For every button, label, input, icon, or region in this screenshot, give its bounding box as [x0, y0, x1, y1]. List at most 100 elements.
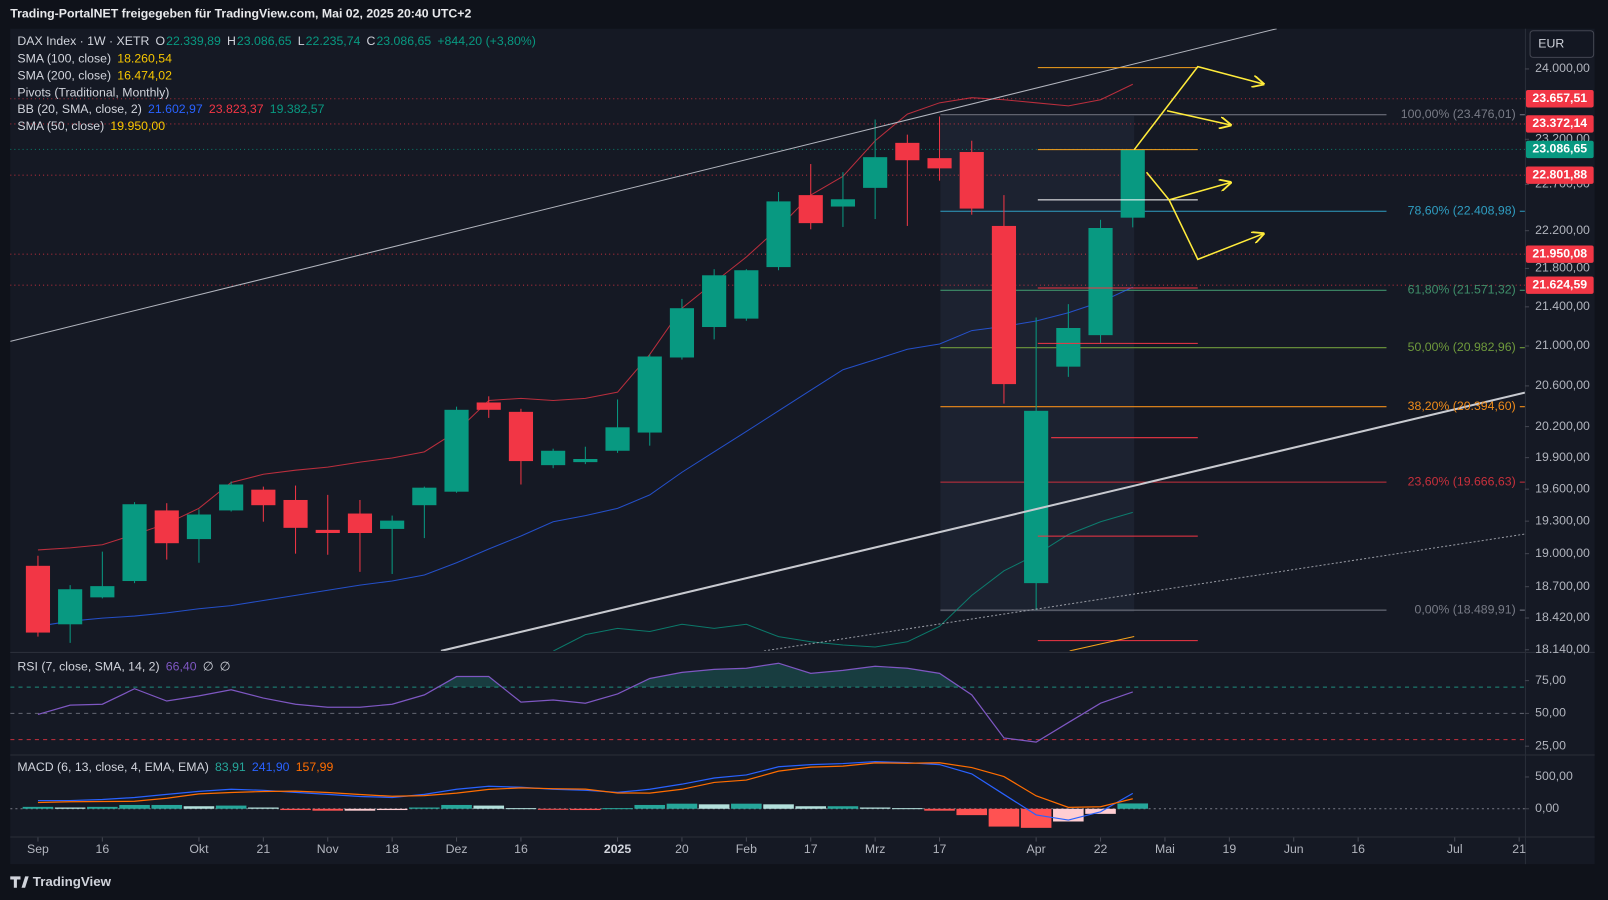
rsi-pane	[10, 662, 1525, 743]
x-tick-label: 20	[675, 842, 689, 856]
currency[interactable]: EUR	[1538, 36, 1564, 50]
histogram-bar	[956, 808, 988, 816]
x-tick-label: 21	[1512, 842, 1526, 856]
candle-body	[573, 458, 598, 463]
candle-body	[122, 504, 147, 582]
legend-title: RSI (7, close, SMA, 14, 2)	[17, 660, 159, 674]
candle-body	[347, 513, 373, 534]
indicator-name: Pivots (Traditional, Monthly)	[17, 86, 169, 100]
level-segment	[1069, 636, 1135, 651]
histogram-bar	[151, 804, 183, 809]
legend-key: O	[156, 34, 166, 48]
y-tick-label: 21.000,00	[1535, 338, 1590, 352]
candle-body	[219, 484, 244, 511]
x-tick-label: Mai	[1155, 842, 1175, 856]
candle-body	[669, 308, 695, 358]
histogram-bar	[570, 808, 601, 811]
candle-body	[90, 586, 115, 598]
candle-body	[1056, 327, 1081, 367]
signal-line	[37, 762, 1133, 808]
histogram-bar	[344, 808, 376, 811]
legend-key: H	[227, 34, 236, 48]
macd-pane	[10, 761, 1525, 828]
drawings	[10, 28, 1525, 651]
legend-line: Pivots (Traditional, Monthly)	[17, 86, 169, 100]
indicator-name: SMA (50, close)	[17, 119, 104, 133]
histogram-bar	[731, 803, 762, 809]
projection-arrow	[1133, 65, 1263, 151]
histogram-bar	[537, 808, 569, 810]
legend: DAX Index · 1W · XETR O22.339,89 H23.086,6…	[17, 34, 535, 774]
y-tick-label: 50,00	[1535, 706, 1566, 720]
indicator-name: SMA (200, close)	[17, 69, 111, 83]
indicator-name: SMA (100, close)	[17, 52, 111, 66]
legend-value: 23.086,65	[376, 34, 431, 48]
price-label: 23.086,65	[1532, 142, 1587, 156]
histogram-bar	[602, 808, 633, 810]
price-label: 21.950,08	[1532, 246, 1587, 260]
histogram-bar	[280, 808, 311, 811]
legend-value: 22.339,89	[166, 34, 221, 48]
projection-arrow	[1168, 199, 1263, 261]
histogram-bar	[441, 804, 472, 809]
indicator-value: 16.474,02	[117, 69, 172, 83]
indicator-line	[37, 286, 1133, 627]
x-tick-label: Apr	[1027, 842, 1046, 856]
x-tick-label: 16	[514, 842, 528, 856]
histogram-bar	[215, 805, 247, 809]
histogram-bar	[22, 806, 54, 809]
price-label: 21.624,59	[1532, 277, 1587, 291]
x-tick-label: Feb	[736, 842, 757, 856]
y-tick-label: 20.600,00	[1535, 378, 1590, 392]
y-tick-label: 18.420,00	[1535, 610, 1590, 624]
rsi-overbought-fill	[437, 663, 961, 688]
x-tick-label: 17	[933, 842, 947, 856]
indicator-value: 241,90	[252, 760, 290, 774]
candle-body	[412, 487, 437, 506]
candle-body	[444, 409, 469, 492]
legend-title: MACD (6, 13, close, 4, EMA, EMA)	[17, 760, 208, 774]
x-tick-label: 19	[1222, 842, 1236, 856]
candle-body	[25, 565, 51, 633]
candle-body	[508, 411, 534, 462]
candle-body	[991, 225, 1017, 385]
histogram-bar	[859, 807, 891, 809]
brand-logo[interactable]	[10, 876, 29, 888]
main-pane	[10, 83, 1525, 651]
y-tick-label: 22.200,00	[1535, 223, 1590, 237]
legend-line: SMA (50, close) 19.950,00	[17, 119, 165, 133]
x-tick-label: Sep	[27, 842, 49, 856]
legend-line: BB (20, SMA, close, 2) 21.602,97 23.823,37…	[17, 102, 324, 116]
y-tick-label: 19.900,00	[1535, 450, 1590, 464]
indicator-value: 19.382,57	[270, 102, 325, 116]
legend-key: L	[298, 34, 305, 48]
legend-line: SMA (100, close) 18.260,54	[17, 52, 172, 66]
x-tick-label: Dez	[446, 842, 468, 856]
brand[interactable]: TradingView	[33, 874, 112, 889]
price-label-box	[1525, 166, 1594, 184]
histogram-bar	[988, 808, 1020, 827]
candle-body	[154, 510, 179, 544]
x-tick-label: Mrz	[865, 842, 886, 856]
histogram-bar	[119, 804, 150, 809]
histogram-bar	[505, 808, 537, 810]
currency-box[interactable]	[1529, 30, 1595, 58]
candle-body	[863, 157, 888, 188]
legend-line: DAX Index · 1W · XETR O22.339,89 H23.086,6…	[17, 34, 535, 48]
x-tick-label: 2025	[604, 842, 632, 856]
y-tick-label: 75,00	[1535, 673, 1566, 687]
candle-body	[959, 152, 984, 209]
trend-line	[440, 391, 1525, 651]
price-label-box	[1525, 115, 1594, 133]
candle-body	[380, 520, 405, 529]
share-title: Trading-PortalNET freigegeben für Tradin…	[10, 7, 471, 21]
trend-line	[763, 533, 1525, 651]
histogram-bar	[795, 806, 827, 809]
fib-label: 0,00% (18.489,91)	[1414, 602, 1515, 616]
y-tick-label: 21.800,00	[1535, 261, 1590, 275]
axes: 100,00% (23.476,01) 78,60% (22.408,98) 61,…	[27, 61, 1594, 856]
histogram-bar	[312, 808, 344, 811]
candle-body	[1088, 227, 1113, 336]
x-tick-label: 16	[96, 842, 110, 856]
candle-body	[637, 356, 662, 433]
